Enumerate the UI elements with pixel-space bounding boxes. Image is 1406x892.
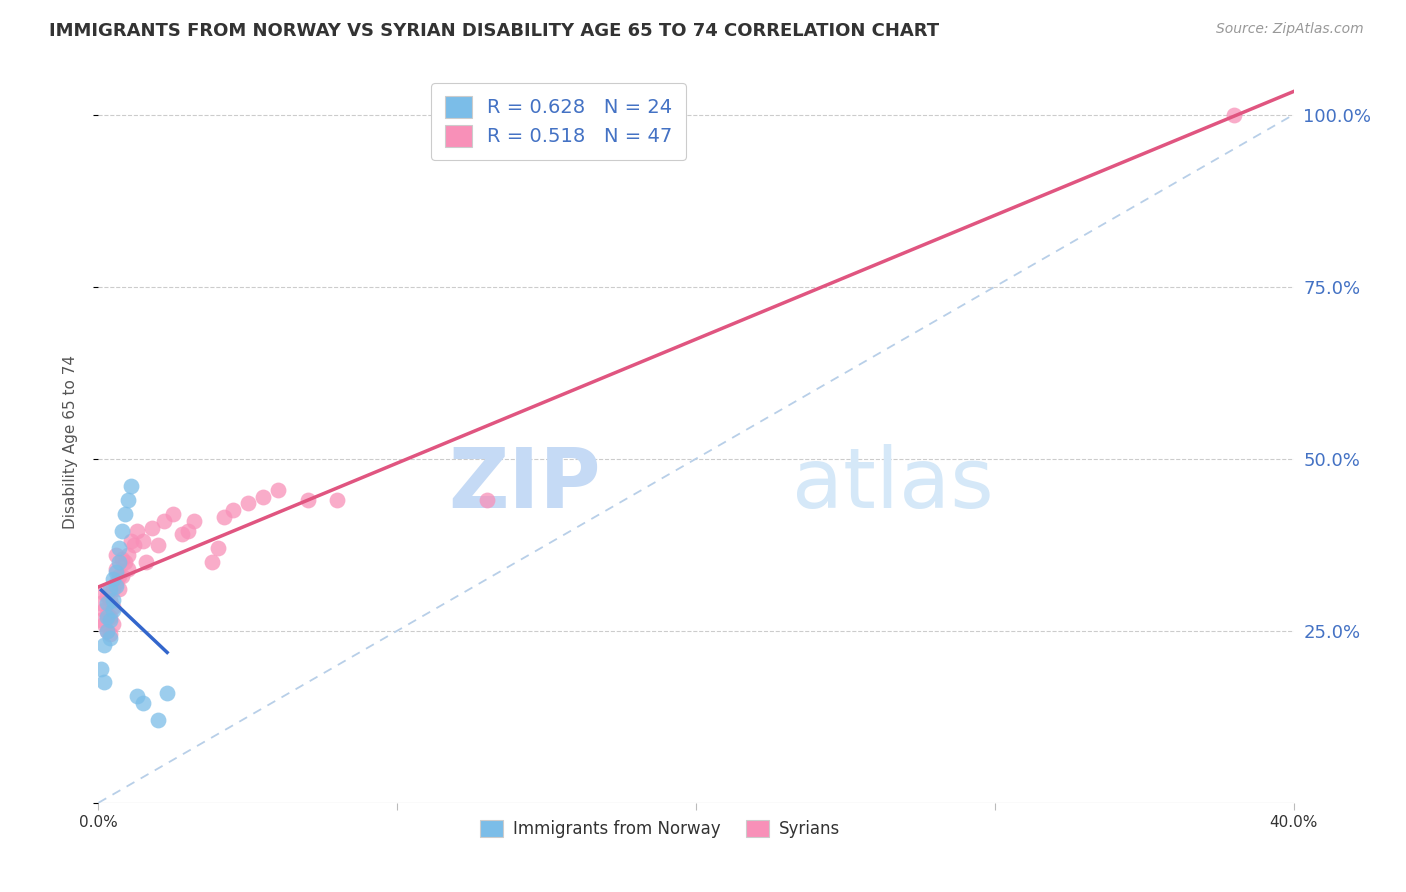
Point bbox=[114, 507, 136, 521]
Point bbox=[1223, 108, 1246, 122]
Point bbox=[96, 610, 118, 624]
Point bbox=[297, 493, 319, 508]
Point bbox=[108, 541, 131, 556]
Point bbox=[96, 624, 118, 638]
Point bbox=[105, 579, 128, 593]
Point bbox=[103, 592, 125, 607]
Point bbox=[222, 503, 245, 517]
Point bbox=[267, 483, 290, 497]
Point bbox=[117, 548, 139, 562]
Point bbox=[132, 696, 155, 710]
Point bbox=[177, 524, 200, 538]
Point bbox=[153, 514, 176, 528]
Point bbox=[127, 524, 149, 538]
Point bbox=[90, 596, 112, 610]
Point bbox=[90, 662, 112, 676]
Point bbox=[103, 599, 125, 614]
Point bbox=[156, 686, 179, 700]
Point bbox=[108, 555, 131, 569]
Point bbox=[207, 541, 229, 556]
Point bbox=[98, 610, 122, 624]
Point bbox=[201, 555, 224, 569]
Point bbox=[117, 493, 139, 508]
Point bbox=[326, 493, 349, 508]
Point bbox=[236, 496, 259, 510]
Point bbox=[108, 582, 131, 597]
Point bbox=[105, 575, 128, 590]
Point bbox=[98, 631, 122, 645]
Point bbox=[475, 493, 498, 508]
Point bbox=[117, 562, 139, 576]
Point bbox=[141, 520, 163, 534]
Point bbox=[172, 527, 194, 541]
Point bbox=[98, 627, 122, 641]
Point bbox=[132, 534, 155, 549]
Point bbox=[114, 555, 136, 569]
Point bbox=[111, 551, 134, 566]
Point bbox=[148, 713, 170, 727]
Point bbox=[127, 689, 149, 703]
Point bbox=[105, 548, 128, 562]
Point bbox=[108, 568, 131, 582]
Point bbox=[148, 538, 170, 552]
Point bbox=[252, 490, 274, 504]
Point bbox=[111, 524, 134, 538]
Point bbox=[124, 538, 146, 552]
Point bbox=[103, 616, 125, 631]
Point bbox=[90, 614, 112, 628]
Point bbox=[96, 590, 118, 604]
Point bbox=[120, 479, 142, 493]
Text: ZIP: ZIP bbox=[449, 444, 600, 525]
Point bbox=[111, 568, 134, 582]
Point bbox=[135, 555, 157, 569]
Point bbox=[212, 510, 235, 524]
Point bbox=[98, 582, 122, 597]
Point bbox=[105, 562, 128, 576]
Point bbox=[162, 507, 184, 521]
Point bbox=[93, 586, 115, 600]
Text: Source: ZipAtlas.com: Source: ZipAtlas.com bbox=[1216, 22, 1364, 37]
Point bbox=[98, 592, 122, 607]
Point bbox=[93, 675, 115, 690]
Text: atlas: atlas bbox=[792, 444, 993, 525]
Point bbox=[98, 614, 122, 628]
Point bbox=[96, 607, 118, 621]
Point bbox=[96, 624, 118, 638]
Point bbox=[103, 603, 125, 617]
Point bbox=[103, 582, 125, 597]
Point bbox=[120, 534, 142, 549]
Point bbox=[105, 566, 128, 580]
Point bbox=[93, 638, 115, 652]
Text: IMMIGRANTS FROM NORWAY VS SYRIAN DISABILITY AGE 65 TO 74 CORRELATION CHART: IMMIGRANTS FROM NORWAY VS SYRIAN DISABIL… bbox=[49, 22, 939, 40]
Point bbox=[103, 572, 125, 586]
Legend: Immigrants from Norway, Syrians: Immigrants from Norway, Syrians bbox=[474, 814, 846, 845]
Point bbox=[93, 616, 115, 631]
Y-axis label: Disability Age 65 to 74: Disability Age 65 to 74 bbox=[63, 354, 77, 529]
Point bbox=[93, 603, 115, 617]
Point bbox=[96, 596, 118, 610]
Point bbox=[183, 514, 205, 528]
